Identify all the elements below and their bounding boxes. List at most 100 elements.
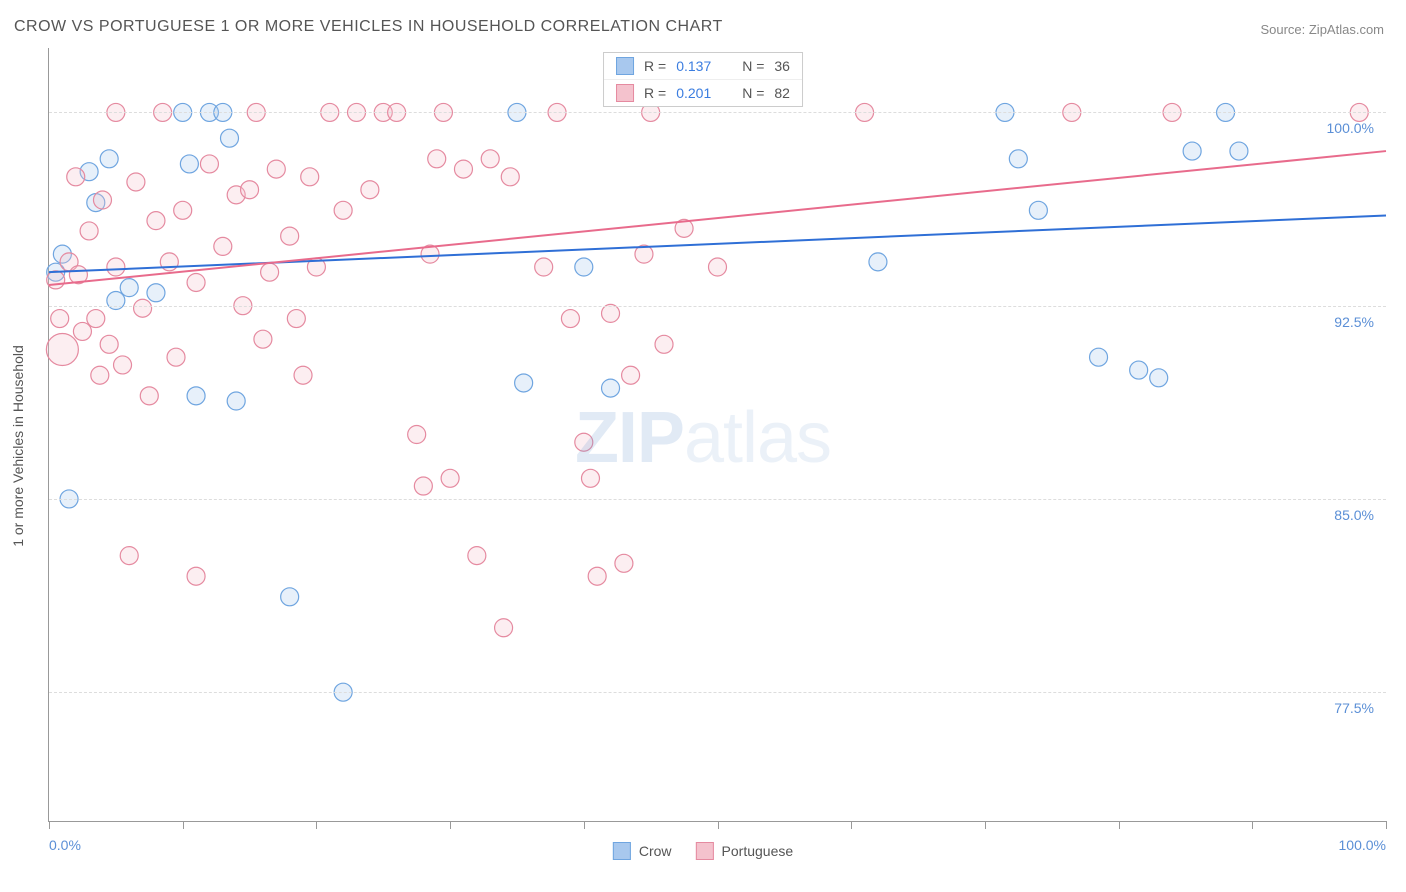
x-tick: [985, 821, 986, 829]
scatter-point: [214, 237, 232, 255]
legend-n-label: N =: [742, 85, 764, 101]
scatter-point: [47, 271, 65, 289]
legend-row: R = 0.201 N = 82: [604, 80, 802, 106]
y-tick-label: 77.5%: [1334, 700, 1378, 716]
x-tick: [851, 821, 852, 829]
x-tick: [49, 821, 50, 829]
plot-area: 0.0% 100.0% 77.5%85.0%92.5%100.0%: [48, 48, 1386, 822]
scatter-point: [67, 168, 85, 186]
scatter-point: [481, 150, 499, 168]
scatter-point: [414, 477, 432, 495]
scatter-point: [869, 253, 887, 271]
legend-label: Portuguese: [722, 843, 794, 859]
scatter-point: [241, 181, 259, 199]
legend-swatch: [613, 842, 631, 860]
scatter-point: [334, 201, 352, 219]
scatter-point: [46, 333, 78, 365]
x-axis-max-label: 100.0%: [1339, 837, 1386, 853]
scatter-point: [655, 335, 673, 353]
scatter-point: [267, 160, 285, 178]
legend-label: Crow: [639, 843, 672, 859]
x-tick: [1386, 821, 1387, 829]
scatter-point: [581, 469, 599, 487]
scatter-point: [1183, 142, 1201, 160]
scatter-point: [454, 160, 472, 178]
legend-r-value: 0.137: [676, 58, 724, 74]
scatter-point: [602, 304, 620, 322]
scatter-point: [1230, 142, 1248, 160]
scatter-point: [495, 619, 513, 637]
scatter-point: [200, 155, 218, 173]
scatter-point: [1150, 369, 1168, 387]
scatter-point: [80, 222, 98, 240]
source-attribution: Source: ZipAtlas.com: [1260, 22, 1384, 37]
scatter-point: [1130, 361, 1148, 379]
scatter-point: [187, 387, 205, 405]
scatter-point: [147, 284, 165, 302]
scatter-point: [51, 310, 69, 328]
scatter-point: [227, 392, 245, 410]
scatter-point: [134, 299, 152, 317]
legend-item: Portuguese: [696, 842, 794, 860]
scatter-point: [174, 201, 192, 219]
legend-swatch: [616, 57, 634, 75]
scatter-point: [709, 258, 727, 276]
scatter-point: [1009, 150, 1027, 168]
x-tick: [718, 821, 719, 829]
scatter-point: [287, 310, 305, 328]
x-tick: [183, 821, 184, 829]
scatter-point: [220, 129, 238, 147]
x-tick: [1252, 821, 1253, 829]
scatter-point: [167, 348, 185, 366]
scatter-point: [281, 588, 299, 606]
scatter-point: [107, 258, 125, 276]
gridline: [49, 499, 1386, 500]
x-tick: [450, 821, 451, 829]
scatter-point: [281, 227, 299, 245]
scatter-point: [428, 150, 446, 168]
scatter-point: [114, 356, 132, 374]
scatter-point: [140, 387, 158, 405]
legend-r-value: 0.201: [676, 85, 724, 101]
legend-n-label: N =: [742, 58, 764, 74]
scatter-point: [187, 567, 205, 585]
scatter-point: [301, 168, 319, 186]
scatter-point: [575, 258, 593, 276]
series-legend: Crow Portuguese: [613, 842, 793, 860]
gridline: [49, 112, 1386, 113]
legend-swatch: [696, 842, 714, 860]
x-tick: [1119, 821, 1120, 829]
scatter-point: [1029, 201, 1047, 219]
y-tick-label: 85.0%: [1334, 507, 1378, 523]
scatter-point: [501, 168, 519, 186]
scatter-point: [1090, 348, 1108, 366]
scatter-point: [515, 374, 533, 392]
scatter-point: [100, 150, 118, 168]
gridline: [49, 692, 1386, 693]
legend-row: R =0.137N =36: [604, 53, 802, 80]
scatter-point: [120, 279, 138, 297]
scatter-point: [93, 191, 111, 209]
scatter-point: [575, 433, 593, 451]
scatter-point: [91, 366, 109, 384]
scatter-point: [107, 292, 125, 310]
scatter-point: [361, 181, 379, 199]
scatter-point: [294, 366, 312, 384]
legend-r-label: R =: [644, 85, 666, 101]
x-tick: [316, 821, 317, 829]
scatter-point: [561, 310, 579, 328]
scatter-point: [100, 335, 118, 353]
scatter-point: [254, 330, 272, 348]
scatter-point: [120, 547, 138, 565]
correlation-legend: R = 0.137 N = 36 R = 0.201 N = 82: [603, 52, 803, 107]
y-axis-label: 1 or more Vehicles in Household: [10, 345, 26, 547]
x-axis-min-label: 0.0%: [49, 837, 81, 853]
scatter-point: [187, 273, 205, 291]
scatter-point: [441, 469, 459, 487]
scatter-point: [147, 212, 165, 230]
gridline: [49, 306, 1386, 307]
scatter-point: [468, 547, 486, 565]
scatter-point: [180, 155, 198, 173]
legend-n-value: 82: [774, 85, 790, 101]
legend-n-value: 36: [774, 58, 790, 74]
